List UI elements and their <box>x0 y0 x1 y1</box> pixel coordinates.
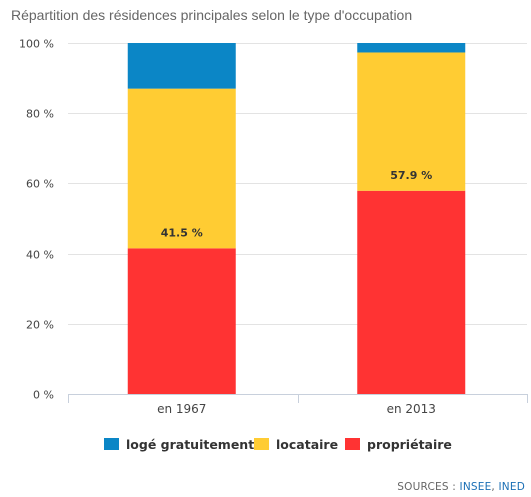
y-axis: 0 % 20 % 40 % 60 % 80 % 100 % <box>19 38 54 402</box>
bar-proprietaire-en-1967 <box>127 248 236 394</box>
legend-label-proprietaire: propriétaire <box>367 437 452 452</box>
legend-item-proprietaire[interactable]: propriétaire <box>345 437 452 452</box>
legend-item-locataire[interactable]: locataire <box>254 437 338 452</box>
sources-separator: , <box>491 481 495 493</box>
bar-loge-gratuitement-en-2013 <box>357 43 466 53</box>
source-link-ined[interactable]: INED <box>498 481 525 493</box>
y-tick-label-40: 40 % <box>26 249 54 262</box>
data-label-proprietaire-en-2013: 57.9 % <box>390 169 432 182</box>
bar-stack-en-2013 <box>357 43 466 394</box>
bar-locataire-en-2013 <box>357 52 466 191</box>
y-tick-label-60: 60 % <box>26 178 54 191</box>
sources-prefix: SOURCES : <box>397 481 456 493</box>
source-link-insee[interactable]: INSEE <box>459 481 492 493</box>
x-tick-label-en-1967: en 1967 <box>157 402 206 416</box>
y-tick-label-0: 0 % <box>33 389 54 402</box>
legend-item-loge-gratuitement[interactable]: logé gratuitement <box>104 437 254 452</box>
x-tick-label-en-2013: en 2013 <box>387 402 436 416</box>
y-tick-label-20: 20 % <box>26 319 54 332</box>
bar-locataire-en-1967 <box>127 88 236 249</box>
legend-swatch-proprietaire <box>345 438 360 450</box>
bar-stack-en-1967 <box>127 43 236 394</box>
y-tick-label-80: 80 % <box>26 108 54 121</box>
bar-loge-gratuitement-en-1967 <box>127 43 236 89</box>
data-labels: 41.5 % 57.9 % <box>161 169 433 240</box>
legend-swatch-loge-gratuitement <box>104 438 119 450</box>
bar-stacks <box>127 43 466 394</box>
bar-proprietaire-en-2013 <box>357 190 466 394</box>
legend: logé gratuitement locataire propriétaire <box>104 437 452 452</box>
legend-swatch-locataire <box>254 438 269 450</box>
legend-label-locataire: locataire <box>276 437 338 452</box>
legend-label-loge-gratuitement: logé gratuitement <box>126 437 254 452</box>
y-tick-label-100: 100 % <box>19 38 54 51</box>
x-axis: en 1967 en 2013 <box>68 394 528 416</box>
sources-credit: SOURCES : INSEE, INED <box>397 481 525 493</box>
chart-title: Répartition des résidences principales s… <box>11 7 413 23</box>
data-label-proprietaire-en-1967: 41.5 % <box>161 226 203 239</box>
